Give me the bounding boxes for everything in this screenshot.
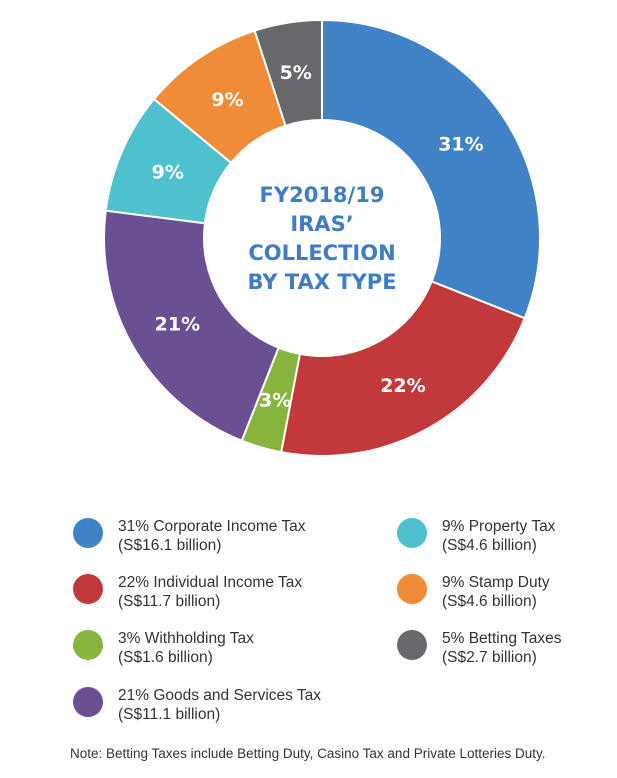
legend-text: 9% Stamp Duty (S$4.6 billion) (442, 573, 550, 611)
slice-label-betting-taxes: 5% (280, 62, 312, 84)
legend-amount: (S$2.7 billion) (442, 649, 537, 666)
legend-label: 31% Corporate Income Tax (118, 518, 306, 535)
legend-text: 21% Goods and Services Tax (S$11.1 billi… (118, 686, 321, 724)
slice-label-property-tax: 9% (152, 161, 184, 183)
legend-label: 9% Stamp Duty (442, 574, 550, 591)
legend-swatch-goods-and-services-tax (73, 687, 103, 717)
donut-slices (103, 18, 541, 457)
slice-corporate-income-tax (321, 18, 541, 320)
legend-amount: (S$11.1 billion) (118, 706, 221, 723)
legend-swatch-withholding-tax (73, 630, 103, 660)
legend-swatch-corporate-income-tax (73, 518, 103, 548)
center-title-line-4: BY TAX TYPE (247, 270, 396, 294)
center-title-line-1: FY2018/19 (260, 183, 385, 207)
legend-label: 22% Individual Income Tax (118, 574, 303, 591)
legend-label: 21% Goods and Services Tax (118, 687, 322, 704)
center-title-line-2: IRAS’ (290, 212, 353, 236)
slice-label-individual-income-tax: 22% (380, 375, 425, 397)
legend-swatch-betting-taxes (397, 630, 427, 660)
slice-goods-and-services-tax (103, 209, 280, 442)
slice-betting-taxes (253, 18, 323, 128)
legend-amount: (S$16.1 billion) (118, 537, 222, 554)
slice-label-stamp-duty: 9% (211, 89, 243, 111)
legend-amount: (S$1.6 billion) (118, 649, 213, 666)
legend-text: 31% Corporate Income Tax (S$16.1 billion… (118, 517, 306, 555)
legend-label: 3% Withholding Tax (118, 630, 254, 647)
legend-amount: (S$11.7 billion) (118, 593, 221, 610)
legend-text: 22% Individual Income Tax (S$11.7 billio… (118, 573, 302, 611)
legend-text: 9% Property Tax (S$4.6 billion) (442, 517, 555, 555)
legend-amount: (S$4.6 billion) (442, 593, 537, 610)
center-title: FY2018/19 IRAS’ COLLECTION BY TAX TYPE (247, 183, 396, 294)
slice-label-corporate-income-tax: 31% (438, 134, 483, 156)
legend-label: 5% Betting Taxes (442, 630, 562, 647)
legend-text: 5% Betting Taxes (S$2.7 billion) (442, 629, 561, 667)
slice-label-withholding-tax: 3% (259, 389, 291, 411)
legend-swatch-individual-income-tax (73, 574, 103, 604)
legend-swatch-property-tax (397, 518, 427, 548)
footnote: Note: Betting Taxes include Betting Duty… (70, 746, 546, 761)
legend-text: 3% Withholding Tax (S$1.6 billion) (118, 629, 254, 667)
donut-chart: 31% 22% 3% 21% 9% 9% 5% FY2018/19 IRAS’ COLLEC… (103, 18, 541, 457)
center-title-line-3: COLLECTION (248, 241, 395, 265)
slice-labels: 31% 22% 3% 21% 9% 9% 5% (152, 62, 484, 411)
slice-individual-income-tax (279, 280, 526, 457)
legend-label: 9% Property Tax (442, 518, 556, 535)
legend-amount: (S$4.6 billion) (442, 537, 537, 554)
slice-label-goods-and-services-tax: 21% (155, 314, 200, 336)
legend-swatch-stamp-duty (397, 574, 427, 604)
